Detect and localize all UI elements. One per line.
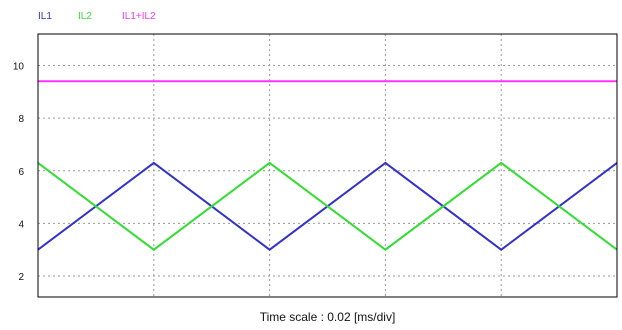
series-line-il2 [37,161,618,251]
legend-entry: IL2 [78,11,92,22]
y-tick-label: 2 [18,272,24,283]
grid [38,34,617,297]
plot-frame [37,33,618,298]
y-tick-label: 4 [18,219,24,230]
y-tick-label: 6 [18,167,24,178]
series-layer [37,80,618,251]
legend-entry: IL1+IL2 [122,11,156,22]
legend: IL1 IL2 IL1+IL2 [38,11,156,22]
y-tick-label: 8 [18,114,24,125]
y-axis: 2 4 6 8 10 [13,62,25,283]
y-tick-label: 10 [13,62,25,73]
x-axis-label: Time scale : 0.02 [ms/div] [260,310,396,324]
legend-entry: IL1 [38,11,52,22]
